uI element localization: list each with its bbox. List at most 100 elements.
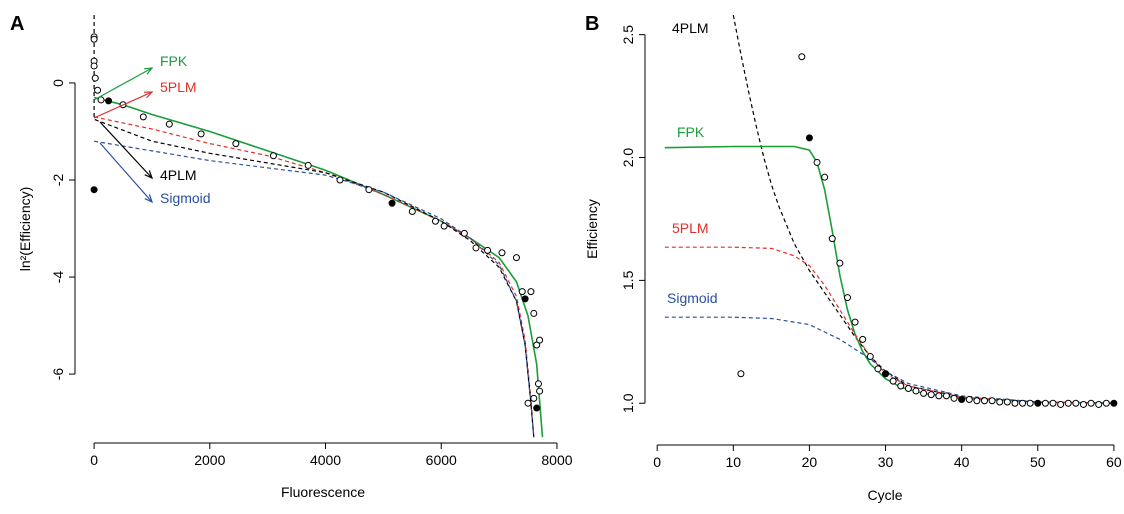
series-label: 5PLM — [160, 79, 197, 95]
x-tick-label: 2000 — [194, 452, 225, 468]
data-point — [866, 353, 874, 361]
x-tick-label: 0 — [90, 452, 98, 468]
x-tick-label: 0 — [653, 454, 661, 470]
y-axis-label: Efficiency — [584, 199, 600, 259]
data-point — [90, 35, 98, 43]
data-point — [836, 259, 844, 267]
data-point — [365, 186, 373, 194]
data-point — [942, 392, 950, 400]
data-point — [920, 389, 928, 397]
data-point — [408, 208, 416, 216]
data-point — [927, 391, 935, 399]
data-point — [737, 370, 745, 378]
data-point — [1034, 399, 1042, 407]
series-label: Sigmoid — [667, 290, 718, 306]
data-point — [965, 396, 973, 404]
data-point — [1064, 399, 1072, 407]
fit-line — [93, 15, 535, 438]
data-point — [805, 134, 813, 142]
plot-area — [664, 15, 1118, 408]
data-point — [105, 97, 113, 105]
data-point — [851, 318, 859, 326]
data-point — [512, 254, 520, 262]
data-point — [97, 96, 105, 104]
x-tick-label: 8000 — [541, 452, 572, 468]
plot-area — [90, 15, 544, 438]
data-point — [524, 399, 532, 407]
data-point — [843, 294, 851, 302]
data-point — [1049, 399, 1057, 407]
data-point — [304, 161, 312, 169]
x-tick-label: 20 — [802, 454, 818, 470]
arrow-head — [144, 170, 154, 180]
x-tick-label: 30 — [878, 454, 894, 470]
arrow-head — [143, 91, 154, 99]
data-point — [518, 288, 526, 296]
x-tick-label: 60 — [1106, 454, 1122, 470]
data-point — [534, 380, 542, 388]
data-point — [981, 397, 989, 405]
data-point — [935, 392, 943, 400]
panel-label: B — [585, 13, 599, 35]
data-point — [472, 244, 480, 252]
series-label: 4PLM — [672, 20, 709, 36]
y-tick-label: 1.5 — [620, 270, 636, 290]
data-point — [904, 384, 912, 392]
x-tick-label: 50 — [1030, 454, 1046, 470]
x-tick-label: 6000 — [426, 452, 457, 468]
y-tick-label: 1.0 — [620, 393, 636, 413]
data-point — [813, 158, 821, 166]
annotation-arrow — [93, 91, 153, 119]
data-point — [1057, 400, 1065, 408]
data-point — [431, 217, 439, 225]
data-point — [1026, 399, 1034, 407]
data-point — [1003, 398, 1011, 406]
fit-line — [94, 140, 535, 438]
data-point — [91, 74, 99, 82]
data-point — [165, 120, 173, 128]
fit-line — [93, 96, 544, 438]
fit-line — [732, 15, 1114, 404]
data-point — [996, 398, 1004, 406]
data-point — [197, 130, 205, 138]
data-point — [530, 309, 538, 317]
data-point — [484, 246, 492, 254]
panel-label: A — [10, 13, 24, 35]
x-tick-label: 4000 — [310, 452, 341, 468]
data-point — [388, 199, 396, 207]
y-tick-label: -2 — [50, 174, 66, 187]
series-label: Sigmoid — [160, 190, 211, 206]
data-point — [440, 222, 448, 230]
data-point — [336, 176, 344, 184]
data-point — [90, 186, 98, 194]
data-point — [973, 397, 981, 405]
data-point — [536, 336, 544, 344]
data-point — [527, 288, 535, 296]
data-point — [139, 113, 147, 121]
data-point — [460, 229, 468, 237]
annotation-arrow — [99, 142, 153, 203]
data-point — [821, 173, 829, 181]
x-tick-label: 10 — [726, 454, 742, 470]
data-point — [521, 295, 529, 303]
data-point — [859, 335, 867, 343]
series-label: FPK — [160, 53, 188, 69]
data-point — [874, 365, 882, 373]
y-tick-label: -6 — [50, 368, 66, 381]
y-axis-label: ln²(Efficiency) — [17, 187, 33, 272]
data-point — [533, 404, 541, 412]
data-point — [897, 382, 905, 390]
annotation-arrow — [93, 67, 153, 101]
data-point — [269, 152, 277, 160]
series-label: 5PLM — [672, 220, 709, 236]
fit-line — [664, 246, 1114, 404]
data-point — [1110, 399, 1118, 407]
data-point — [950, 394, 958, 402]
data-point — [1095, 400, 1103, 408]
data-point — [798, 53, 806, 61]
y-tick-label: -4 — [50, 271, 66, 284]
data-point — [1079, 400, 1087, 408]
x-axis-label: Fluorescence — [281, 484, 365, 500]
x-tick-label: 40 — [954, 454, 970, 470]
fit-line — [664, 316, 1114, 404]
